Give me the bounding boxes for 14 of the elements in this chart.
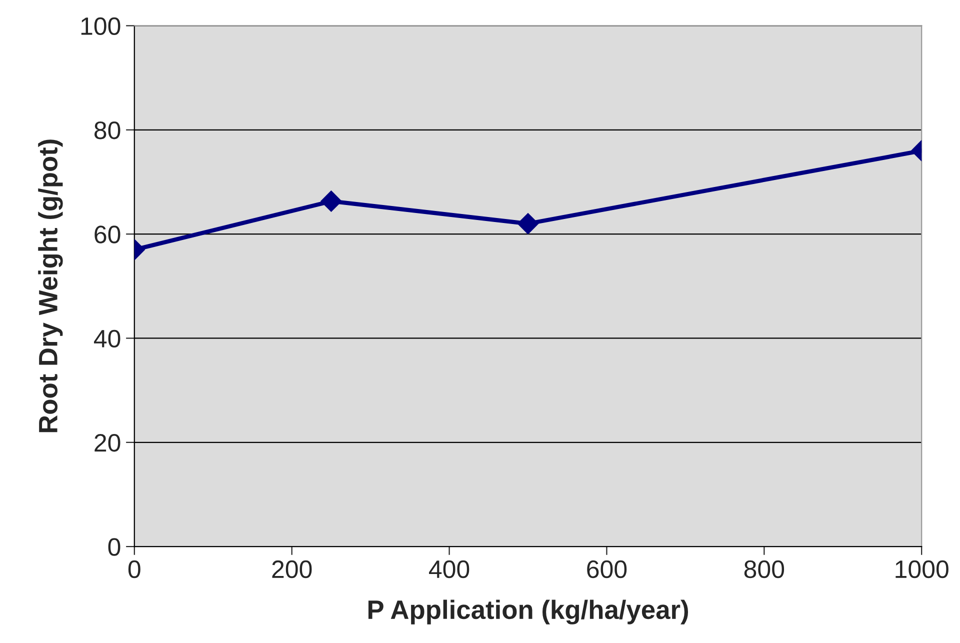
x-tick-label: 200	[272, 560, 312, 578]
y-tick-label: 20	[94, 434, 120, 452]
x-tick-label: 600	[587, 560, 627, 578]
y-tick-label: 40	[94, 330, 120, 348]
y-tick-label: 80	[94, 121, 120, 140]
y-tick-label: 100	[81, 17, 120, 36]
x-tick-label: 400	[429, 560, 470, 578]
x-tick-label: 800	[744, 560, 784, 578]
y-tick-label: 60	[94, 226, 120, 244]
y-axis-title: Root Dry Weight (g/pot)	[38, 140, 63, 432]
x-axis-title: P Application (kg/ha/year)	[368, 600, 688, 624]
y-tick-label: 0	[108, 538, 120, 556]
x-tick-label: 1000	[896, 560, 948, 578]
x-tick-label: 0	[128, 560, 140, 578]
